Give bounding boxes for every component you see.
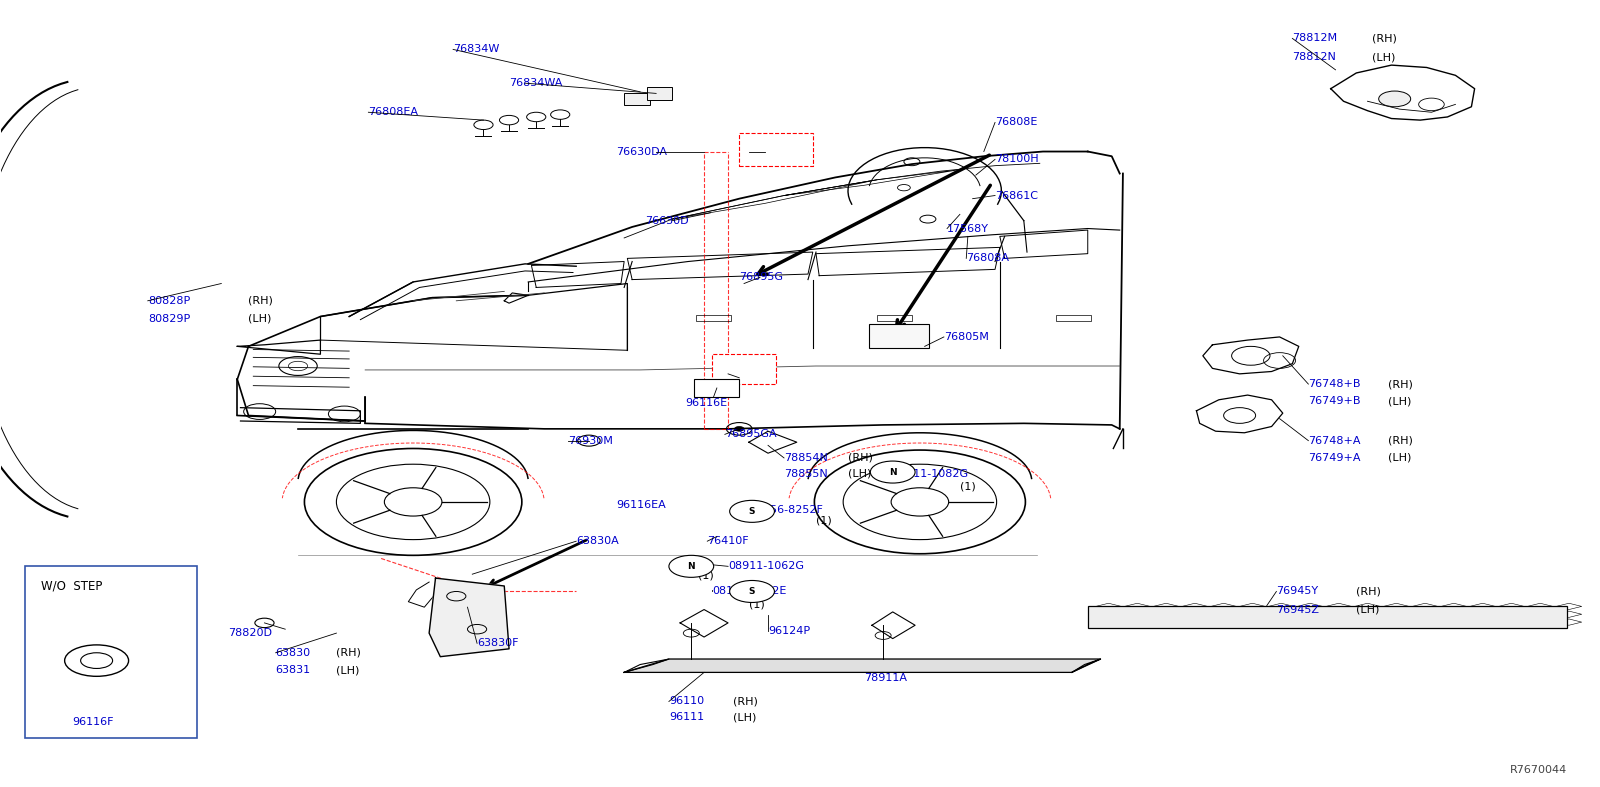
Text: (1): (1) [816, 515, 832, 526]
Text: 80829P: 80829P [147, 314, 190, 324]
Text: 63830A: 63830A [576, 536, 619, 546]
Text: 08156-8252F: 08156-8252F [749, 504, 822, 515]
Text: 76808A: 76808A [966, 253, 1010, 264]
Text: 78812N: 78812N [1293, 52, 1336, 62]
Text: 78820D: 78820D [227, 628, 272, 638]
Text: 78162P: 78162P [765, 146, 806, 157]
Bar [877, 315, 912, 321]
Text: 76749+A: 76749+A [1309, 453, 1362, 463]
Text: S: S [749, 507, 755, 515]
Text: (LH): (LH) [1389, 453, 1411, 463]
Text: (1): (1) [698, 571, 714, 581]
Circle shape [1379, 91, 1411, 107]
Text: (RH): (RH) [1389, 436, 1413, 445]
Text: 76895G: 76895G [739, 272, 784, 283]
Text: 76945Y: 76945Y [1277, 586, 1318, 597]
Text: 80828P: 80828P [147, 296, 190, 306]
Text: 78812M: 78812M [1293, 33, 1338, 43]
Text: 76861C: 76861C [995, 190, 1038, 201]
Text: (LH): (LH) [336, 665, 360, 675]
Text: 08911-1062G: 08911-1062G [728, 561, 805, 571]
Text: 63831: 63831 [275, 665, 310, 675]
Text: (RH): (RH) [1389, 379, 1413, 389]
Bar [696, 315, 731, 321]
Bar [646, 87, 672, 100]
Text: S: S [749, 587, 755, 596]
Text: 96116F: 96116F [72, 717, 114, 727]
Circle shape [734, 427, 744, 431]
Bar [24, 567, 197, 737]
Bar [712, 354, 776, 384]
Text: (RH): (RH) [248, 296, 274, 306]
Circle shape [669, 556, 714, 578]
Text: 96111: 96111 [669, 712, 704, 722]
Text: 76808EA: 76808EA [368, 107, 418, 117]
Circle shape [730, 581, 774, 603]
Text: 76808E: 76808E [995, 117, 1037, 127]
Polygon shape [429, 578, 509, 656]
Text: 76410F: 76410F [707, 536, 749, 546]
Bar [1088, 606, 1568, 627]
Text: 78855N: 78855N [784, 468, 827, 478]
Text: 96116EA: 96116EA [616, 500, 666, 510]
Circle shape [730, 501, 774, 523]
Text: (LH): (LH) [1389, 397, 1411, 406]
Text: W/O  STEP: W/O STEP [40, 579, 102, 593]
Text: (1): (1) [749, 599, 765, 609]
Text: 63830: 63830 [275, 648, 310, 658]
Text: 76630D: 76630D [645, 216, 688, 226]
Bar [694, 379, 739, 397]
Text: (LH): (LH) [1357, 604, 1379, 615]
Text: 08156-6202E: 08156-6202E [712, 586, 787, 597]
Text: (RH): (RH) [1373, 33, 1397, 43]
Text: 76805M: 76805M [944, 332, 989, 342]
Text: (RH): (RH) [1357, 586, 1381, 597]
Text: 76895GA: 76895GA [725, 430, 776, 439]
Text: 76749+B: 76749+B [1309, 397, 1362, 406]
Text: 96116E: 96116E [685, 398, 726, 408]
Bar [624, 93, 650, 105]
Bar [1056, 315, 1091, 321]
Text: 76930M: 76930M [568, 436, 613, 445]
Circle shape [870, 461, 915, 483]
Text: 76748+A: 76748+A [1309, 436, 1362, 445]
Text: 78854N: 78854N [784, 453, 827, 463]
Text: 76834WA: 76834WA [509, 78, 563, 88]
Text: 96124P: 96124P [768, 626, 810, 636]
Text: 78911A: 78911A [864, 673, 907, 683]
Text: 08911-1082G: 08911-1082G [893, 468, 970, 478]
Text: 76945Z: 76945Z [1277, 604, 1320, 615]
Text: (LH): (LH) [248, 314, 272, 324]
Text: 63830F: 63830F [477, 638, 518, 648]
Text: 76834W: 76834W [453, 44, 499, 54]
Text: 96110: 96110 [669, 696, 704, 707]
Text: (LH): (LH) [733, 712, 757, 722]
Text: 78100H: 78100H [995, 154, 1038, 164]
Text: (LH): (LH) [1373, 52, 1395, 62]
Text: (1): (1) [960, 481, 976, 491]
Text: 76748+B: 76748+B [1309, 379, 1362, 389]
Text: R7670044: R7670044 [1510, 764, 1568, 774]
Text: (LH): (LH) [848, 468, 872, 478]
Text: N: N [688, 562, 694, 571]
Text: 17568Y: 17568Y [947, 224, 989, 234]
Text: (RH): (RH) [733, 696, 758, 707]
Text: 96116EB: 96116EB [728, 369, 778, 379]
Bar [869, 324, 930, 348]
Text: (RH): (RH) [848, 453, 874, 463]
Text: 76630DA: 76630DA [616, 146, 667, 157]
Bar [739, 133, 813, 166]
Text: N: N [890, 467, 896, 477]
Polygon shape [624, 659, 1101, 672]
Text: (RH): (RH) [336, 648, 362, 658]
